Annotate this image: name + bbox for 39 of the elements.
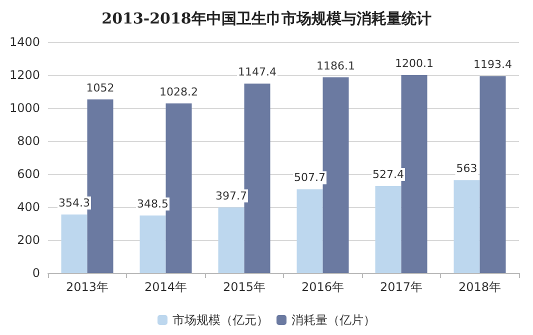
- y-tick-label: 1000: [9, 101, 40, 115]
- x-tick-label: 2015年: [222, 280, 266, 294]
- bar: [140, 216, 166, 273]
- data-label: 348.5: [137, 197, 168, 210]
- data-label: 1147.4: [238, 66, 276, 79]
- bar: [296, 189, 323, 273]
- data-label: 563: [456, 162, 478, 176]
- y-tick-label: 1200: [9, 68, 40, 82]
- data-label: 354.3: [58, 196, 90, 210]
- y-tick-label: 200: [17, 233, 40, 247]
- y-tick-label: 600: [17, 167, 40, 181]
- data-label: 1200.1: [395, 56, 434, 70]
- bar: [218, 207, 244, 273]
- data-label: 1028.2: [160, 85, 198, 98]
- y-tick-label: 1400: [9, 35, 40, 49]
- y-tick-label: 800: [17, 134, 40, 148]
- y-tick-label: 0: [32, 266, 40, 280]
- data-label: 507.7: [294, 171, 326, 184]
- data-label: 1186.1: [316, 59, 355, 72]
- bar: [61, 214, 88, 273]
- data-label: 527.4: [372, 168, 404, 181]
- bar: [244, 84, 270, 273]
- data-label: 397.7: [216, 189, 247, 202]
- x-tick-label: 2018年: [458, 280, 502, 294]
- bar: [322, 77, 349, 273]
- legend-label: 消耗量（亿片）: [292, 313, 376, 327]
- chart-title: 2013-2018年中国卫生巾市场规模与消耗量统计: [102, 10, 432, 28]
- bar: [166, 103, 192, 273]
- x-tick-label: 2014年: [144, 280, 188, 294]
- bar: [375, 186, 402, 273]
- bar: [480, 76, 506, 273]
- data-label: 1193.4: [474, 58, 512, 72]
- bar: [454, 180, 480, 273]
- legend-label: 市场规模（亿元）: [172, 313, 268, 327]
- x-tick-label: 2017年: [380, 280, 423, 294]
- x-tick-label: 2016年: [301, 280, 344, 294]
- data-label: 1052: [86, 81, 114, 94]
- x-tick-label: 2013年: [66, 280, 109, 294]
- y-tick-label: 400: [17, 200, 40, 214]
